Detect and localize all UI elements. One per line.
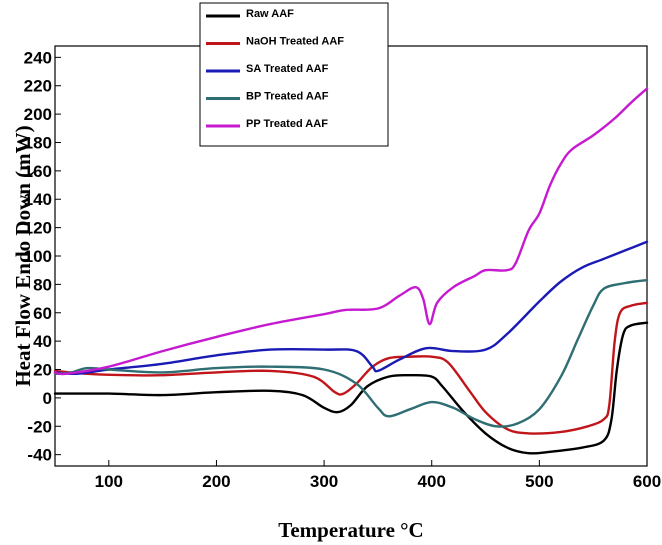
y-tick-label: 120 [24, 219, 52, 238]
series-line-5 [53, 87, 649, 376]
y-tick-label: -20 [27, 417, 52, 436]
x-tick-label: 400 [418, 472, 446, 491]
legend-label: BP Treated AAF [246, 91, 329, 103]
legend-box [199, 2, 389, 147]
y-tick-label: 140 [24, 190, 52, 209]
x-tick-label: 100 [95, 472, 123, 491]
x-tick-label: 200 [202, 472, 230, 491]
legend-label: Raw AAF [246, 8, 294, 20]
y-tick-label: -40 [27, 446, 52, 465]
y-tick-label: 240 [24, 48, 52, 67]
legend-label: SA Treated AAF [246, 63, 329, 75]
x-tick-label: 300 [310, 472, 338, 491]
y-axis-title: Heat Flow Endo Down (mW) [11, 125, 35, 386]
y-tick-label: 160 [24, 162, 52, 181]
y-tick-label: 20 [33, 361, 52, 380]
series-line-3 [53, 240, 649, 376]
legend: Raw AAF NaOH Treated AAF SA Treated AAF BP … [206, 8, 344, 130]
y-tick-label: 100 [24, 247, 52, 266]
y-tick-label: 40 [33, 332, 52, 351]
y-tick-label: 60 [33, 304, 52, 323]
x-tick-label: 600 [633, 472, 661, 491]
y-tick-label: 80 [33, 275, 52, 294]
series-line-4 [53, 278, 649, 428]
series-line-1 [53, 321, 649, 455]
legend-label: PP Treated AAF [246, 118, 328, 130]
legend-label: NaOH Treated AAF [246, 36, 344, 48]
x-axis-title: Temperature °C [278, 518, 423, 542]
x-tick-label: 500 [525, 472, 553, 491]
ticks-layer: 100 200 300 400 500 600 -40 -20 0 20 40 60 80 100 120 1… [24, 48, 662, 491]
series-line-2 [53, 301, 649, 435]
y-tick-label: 220 [24, 77, 52, 96]
series-layer [53, 87, 649, 455]
y-tick-label: 0 [43, 389, 52, 408]
y-tick-label: 180 [24, 133, 52, 152]
y-tick-label: 200 [24, 105, 52, 124]
